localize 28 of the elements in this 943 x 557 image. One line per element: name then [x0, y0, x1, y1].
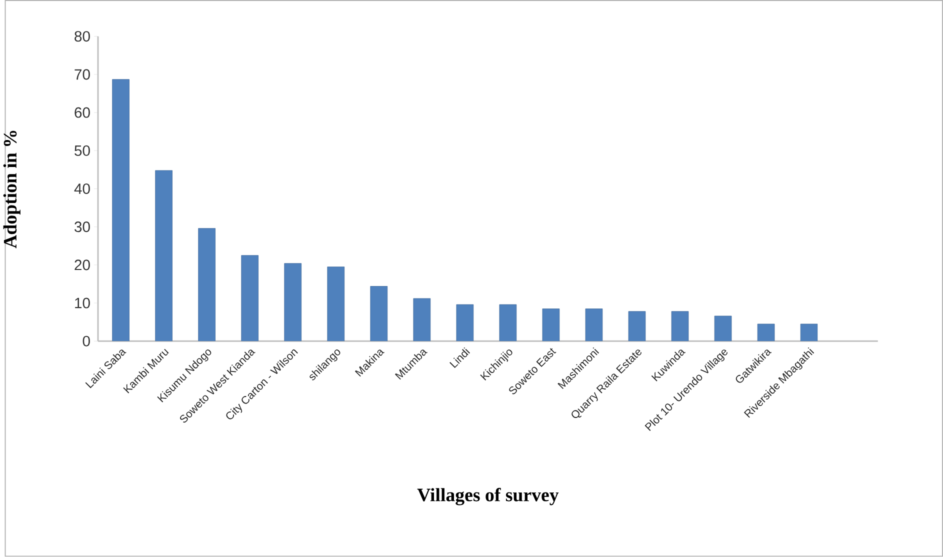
bar: [370, 286, 388, 342]
bar: [585, 308, 603, 342]
bar: [800, 324, 818, 342]
y-tick-label: 0: [82, 336, 90, 347]
bar: [198, 228, 216, 342]
y-tick-label: 60: [74, 107, 90, 118]
bar: [327, 266, 345, 342]
y-tick-label: 30: [74, 222, 90, 232]
bar: [671, 311, 689, 342]
bar: [241, 255, 259, 342]
bar: [714, 316, 732, 342]
bar: [413, 298, 431, 342]
bar: [155, 170, 172, 342]
bar: [456, 304, 474, 342]
y-axis-title: Adoption in %: [3, 130, 20, 248]
y-tick-label: 20: [74, 260, 90, 270]
bar: [112, 79, 130, 342]
bar: [628, 311, 646, 342]
bar: [542, 308, 560, 342]
x-axis-title: Villages of survey: [417, 488, 559, 506]
y-tick-label: 50: [74, 145, 90, 156]
y-tick-label: 10: [75, 298, 90, 308]
y-tick-label: 80: [74, 31, 90, 42]
bar: [757, 324, 775, 342]
y-tick-label: 70: [74, 69, 90, 80]
bar: [499, 304, 517, 342]
bar: [284, 263, 302, 342]
y-tick-label: 40: [74, 184, 90, 194]
